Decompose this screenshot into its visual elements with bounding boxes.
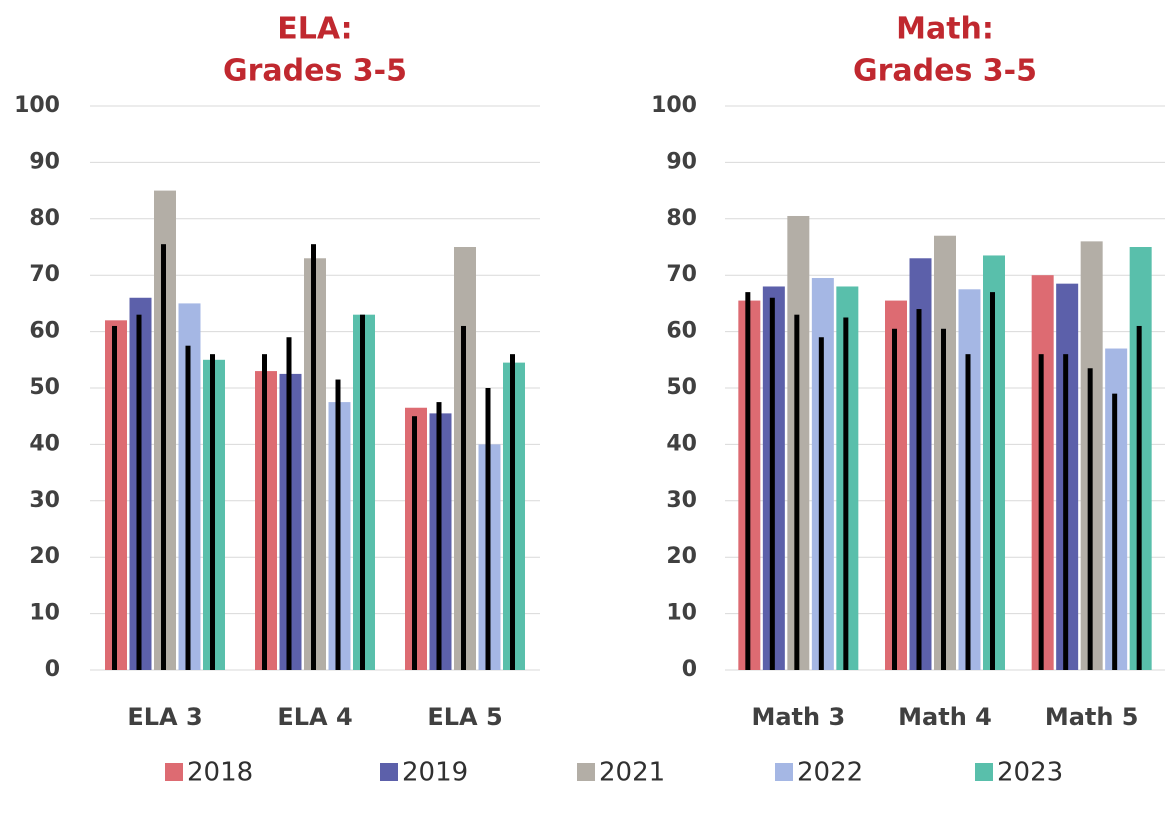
overlay-bar xyxy=(916,309,922,670)
x-tick-label: Math 3 xyxy=(751,703,845,731)
chart-title: Math: xyxy=(896,12,994,47)
overlay-bar xyxy=(510,354,515,670)
overlay-bar xyxy=(412,416,417,670)
y-tick-label: 0 xyxy=(682,657,697,682)
y-tick-label: 10 xyxy=(29,601,60,626)
y-tick-label: 0 xyxy=(45,657,60,682)
y-tick-label: 90 xyxy=(29,149,60,174)
x-tick-label: ELA 5 xyxy=(427,703,502,731)
x-tick-label: ELA 3 xyxy=(127,703,202,731)
y-tick-label: 50 xyxy=(666,375,697,400)
overlay-bar xyxy=(843,317,849,670)
overlay-bar xyxy=(161,244,166,670)
y-tick-label: 30 xyxy=(666,488,697,513)
overlay-bar xyxy=(1087,368,1093,670)
overlay-bar xyxy=(794,314,800,670)
overlay-bar xyxy=(286,337,292,670)
legend-label: 2022 xyxy=(797,758,863,788)
legend-swatch xyxy=(975,763,993,781)
overlay-bar xyxy=(185,345,191,670)
y-tick-label: 20 xyxy=(29,544,60,569)
overlay-bar xyxy=(311,244,316,670)
legend-swatch xyxy=(380,763,398,781)
overlay-bar xyxy=(745,292,751,670)
overlay-bar xyxy=(769,297,775,670)
y-tick-label: 60 xyxy=(29,319,60,344)
overlay-bar xyxy=(990,292,995,670)
y-tick-label: 80 xyxy=(666,206,697,231)
legend-swatch xyxy=(577,763,595,781)
overlay-bar xyxy=(1063,354,1069,670)
overlay-bar xyxy=(360,314,365,670)
y-tick-label: 10 xyxy=(666,601,697,626)
overlay-bar xyxy=(965,354,971,670)
overlay-bar xyxy=(262,354,267,670)
overlay-bar xyxy=(1112,393,1118,670)
legend-swatch xyxy=(165,763,183,781)
overlay-bar xyxy=(335,379,341,670)
overlay-bar xyxy=(136,314,142,670)
overlay-bar xyxy=(485,388,491,670)
legend-swatch xyxy=(775,763,793,781)
y-tick-label: 100 xyxy=(14,93,60,118)
overlay-bar xyxy=(210,354,215,670)
y-tick-label: 100 xyxy=(651,93,697,118)
y-tick-label: 20 xyxy=(666,544,697,569)
chart-title: Grades 3-5 xyxy=(223,54,407,89)
legend-label: 2021 xyxy=(599,758,665,788)
legend-label: 2018 xyxy=(187,758,253,788)
legend-label: 2023 xyxy=(997,758,1063,788)
overlay-bar xyxy=(461,325,466,670)
y-tick-label: 70 xyxy=(666,262,697,287)
y-tick-label: 40 xyxy=(666,431,697,456)
overlay-bar xyxy=(1136,325,1142,670)
y-tick-label: 70 xyxy=(29,262,60,287)
y-tick-label: 30 xyxy=(29,488,60,513)
y-tick-label: 90 xyxy=(666,149,697,174)
overlay-bar xyxy=(1038,354,1044,670)
x-tick-label: Math 4 xyxy=(898,703,992,731)
y-tick-label: 50 xyxy=(29,375,60,400)
y-tick-label: 60 xyxy=(666,319,697,344)
x-tick-label: ELA 4 xyxy=(277,703,352,731)
y-tick-label: 80 xyxy=(29,206,60,231)
y-tick-label: 40 xyxy=(29,431,60,456)
x-tick-label: Math 5 xyxy=(1045,703,1139,731)
overlay-bar xyxy=(112,325,117,670)
legend-label: 2019 xyxy=(402,758,468,788)
overlay-bar xyxy=(892,328,897,670)
overlay-bar xyxy=(941,328,946,670)
overlay-bar xyxy=(436,402,442,670)
chart-title: Grades 3-5 xyxy=(853,54,1037,89)
chart-title: ELA: xyxy=(277,12,352,47)
overlay-bar xyxy=(818,337,824,670)
